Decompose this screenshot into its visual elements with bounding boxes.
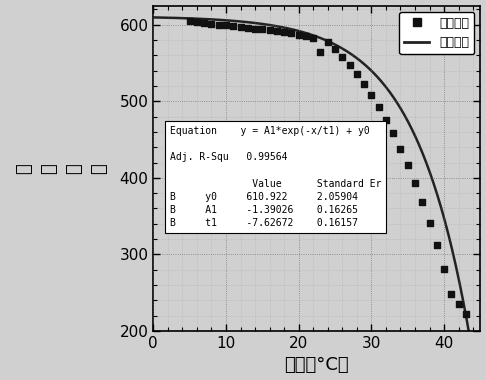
- Point: [259, 26, 266, 32]
- Point: [273, 28, 281, 34]
- Point: [331, 46, 339, 52]
- Point: [208, 21, 215, 27]
- Point: [440, 266, 448, 272]
- Point: [302, 33, 310, 39]
- Point: [382, 117, 390, 123]
- Point: [411, 180, 419, 186]
- Point: [309, 35, 317, 41]
- Point: [215, 22, 223, 28]
- Point: [455, 301, 463, 307]
- Point: [462, 311, 470, 317]
- Point: [251, 25, 259, 32]
- Point: [280, 28, 288, 35]
- Point: [222, 22, 230, 28]
- Point: [426, 220, 434, 226]
- Point: [288, 30, 295, 36]
- Point: [237, 24, 244, 30]
- Point: [433, 242, 441, 248]
- Point: [266, 27, 274, 33]
- Y-axis label: 能
谱
道
値: 能 谱 道 値: [15, 163, 108, 174]
- Point: [186, 18, 193, 24]
- Point: [360, 81, 368, 87]
- Point: [404, 162, 412, 168]
- Point: [367, 92, 375, 98]
- Point: [316, 49, 324, 55]
- Point: [397, 146, 404, 152]
- Point: [200, 20, 208, 26]
- Point: [375, 104, 382, 110]
- Point: [346, 62, 353, 68]
- Point: [193, 19, 201, 25]
- Point: [448, 291, 455, 297]
- Point: [244, 25, 252, 31]
- Legend: 测量数据, 拟合曲线: 测量数据, 拟合曲线: [399, 12, 474, 54]
- Text: Equation    y = A1*exp(-x/t1) + y0

Adj. R-Squ   0.99564

              Value   : Equation y = A1*exp(-x/t1) + y0 Adj. R-S…: [170, 126, 381, 228]
- Point: [338, 54, 346, 60]
- Point: [418, 200, 426, 206]
- Point: [324, 38, 331, 44]
- Point: [229, 23, 237, 29]
- Point: [353, 71, 361, 78]
- Point: [295, 32, 303, 38]
- X-axis label: 温度（°C）: 温度（°C）: [284, 356, 349, 374]
- Point: [389, 130, 397, 136]
